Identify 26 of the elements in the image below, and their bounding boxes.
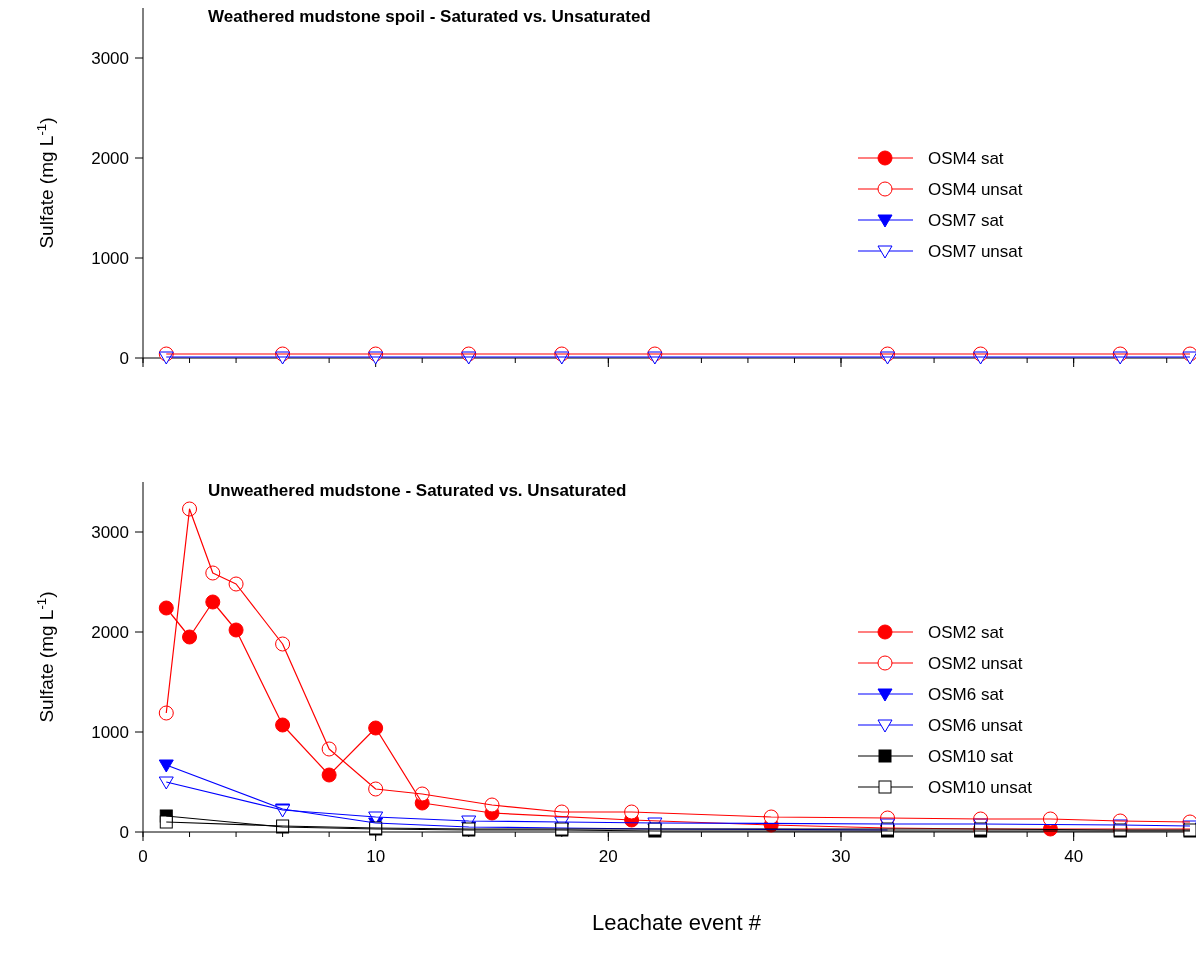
y-tick-label: 1000 [91,249,129,268]
y-tick-label: 1000 [91,723,129,742]
legend-label: OSM7 sat [928,211,1004,230]
x-tick-label: 40 [1064,847,1084,866]
x-axis-title: Leachate event # [592,910,762,935]
y-tick-label: 0 [119,349,129,368]
legend-label: OSM4 unsat [928,180,1023,199]
legend-label: OSM10 unsat [928,778,1033,797]
x-tick-label: 0 [138,847,148,866]
legend-label: OSM10 sat [928,747,1014,766]
y-tick-label: 3000 [91,49,129,68]
x-tick-label: 30 [831,847,851,866]
x-tick-label: 20 [598,847,618,866]
y-tick-label: 2000 [91,623,129,642]
legend-label: OSM6 sat [928,685,1004,704]
y-tick-label: 3000 [91,523,129,542]
legend-label: OSM4 sat [928,149,1004,168]
chart-title: Unweathered mudstone - Saturated vs. Unsaturated [208,481,627,500]
legend-label: OSM2 unsat [928,654,1023,673]
legend-label: OSM2 sat [928,623,1004,642]
y-tick-label: 0 [119,823,129,842]
chart-title: Weathered mudstone spoil - Saturated vs. Unsaturated [208,7,651,26]
x-tick-label: 10 [366,847,386,866]
y-tick-label: 2000 [91,149,129,168]
legend-label: OSM6 unsat [928,716,1023,735]
legend-label: OSM7 unsat [928,242,1023,261]
